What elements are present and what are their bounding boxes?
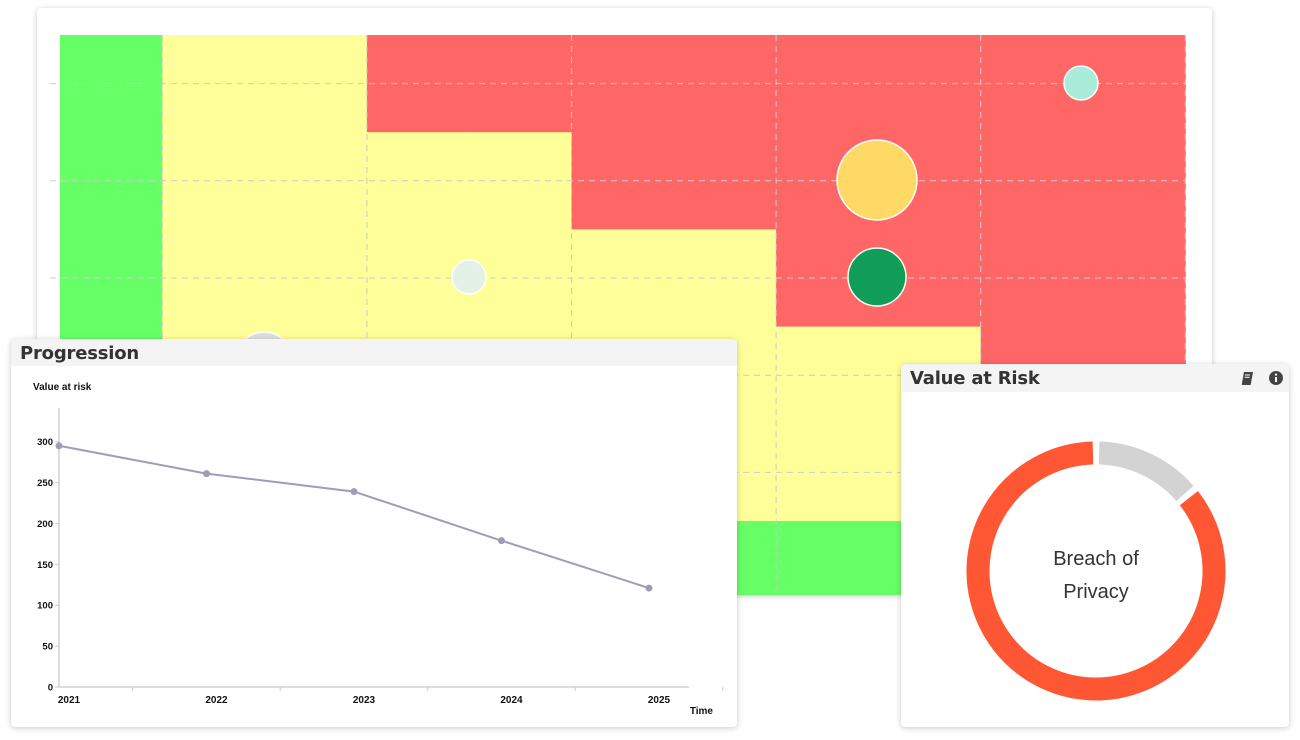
heatmap-cell (776, 35, 879, 133)
x-tick-label: 2023 (353, 695, 376, 706)
heatmap-cell (776, 521, 879, 595)
y-tick-label: 250 (37, 478, 53, 489)
data-point (350, 488, 358, 496)
value-at-risk-title: Value at Risk (910, 368, 1040, 389)
heatmap-cell (469, 132, 572, 230)
donut-slice-other (1098, 441, 1194, 502)
y-tick-label: 200 (37, 519, 53, 530)
x-tick-label: 2022 (205, 695, 228, 706)
x-tick-label: 2021 (58, 695, 81, 706)
heatmap-cell (162, 35, 266, 133)
y-tick-label: 50 (42, 642, 53, 653)
y-tick-label: 150 (37, 560, 53, 571)
book-icon[interactable] (1240, 370, 1256, 386)
info-icon[interactable] (1268, 370, 1284, 386)
y-axis-label: Value at risk (33, 382, 92, 393)
x-tick-label: 2025 (648, 695, 671, 706)
heatmap-cell (162, 229, 266, 328)
heatmap-cell (776, 423, 879, 522)
heatmap-cell (162, 132, 266, 230)
value-at-risk-card: Value at Risk Breach of Privacy (901, 364, 1289, 727)
y-tick-label: 0 (48, 683, 53, 694)
data-point (498, 537, 505, 545)
risk-bubble-3 (847, 247, 907, 307)
risk-bubble-4 (451, 259, 487, 295)
x-axis-label: Time (690, 706, 714, 717)
heatmap-cell (469, 35, 572, 133)
risk-bubble-2 (836, 139, 918, 221)
progression-title: Progression (20, 343, 139, 364)
heatmap-cell (776, 326, 879, 425)
risk-bubble-1 (1063, 65, 1099, 101)
data-point (645, 584, 653, 592)
y-tick-label: 300 (37, 437, 53, 448)
progression-chart: Value at risk 0 50 100 150 200 250 300 2021 2022 2… (33, 382, 724, 717)
progression-card: Progression Value at risk 0 50 100 150 200 250… (11, 339, 737, 727)
x-tick-label: 2024 (500, 695, 523, 706)
value-at-risk-header: Value at Risk (901, 364, 1289, 392)
value-at-risk-donut: Breach of Privacy (966, 441, 1226, 701)
data-point (203, 470, 210, 478)
y-tick-label: 100 (37, 601, 53, 612)
series-line (58, 444, 650, 590)
progression-header: Progression (11, 339, 737, 366)
donut-slice-breach-of-privacy (966, 441, 1226, 701)
donut-center-label: Breach of (1053, 548, 1139, 570)
data-point (55, 442, 63, 450)
donut-center-label: Privacy (1063, 581, 1129, 603)
